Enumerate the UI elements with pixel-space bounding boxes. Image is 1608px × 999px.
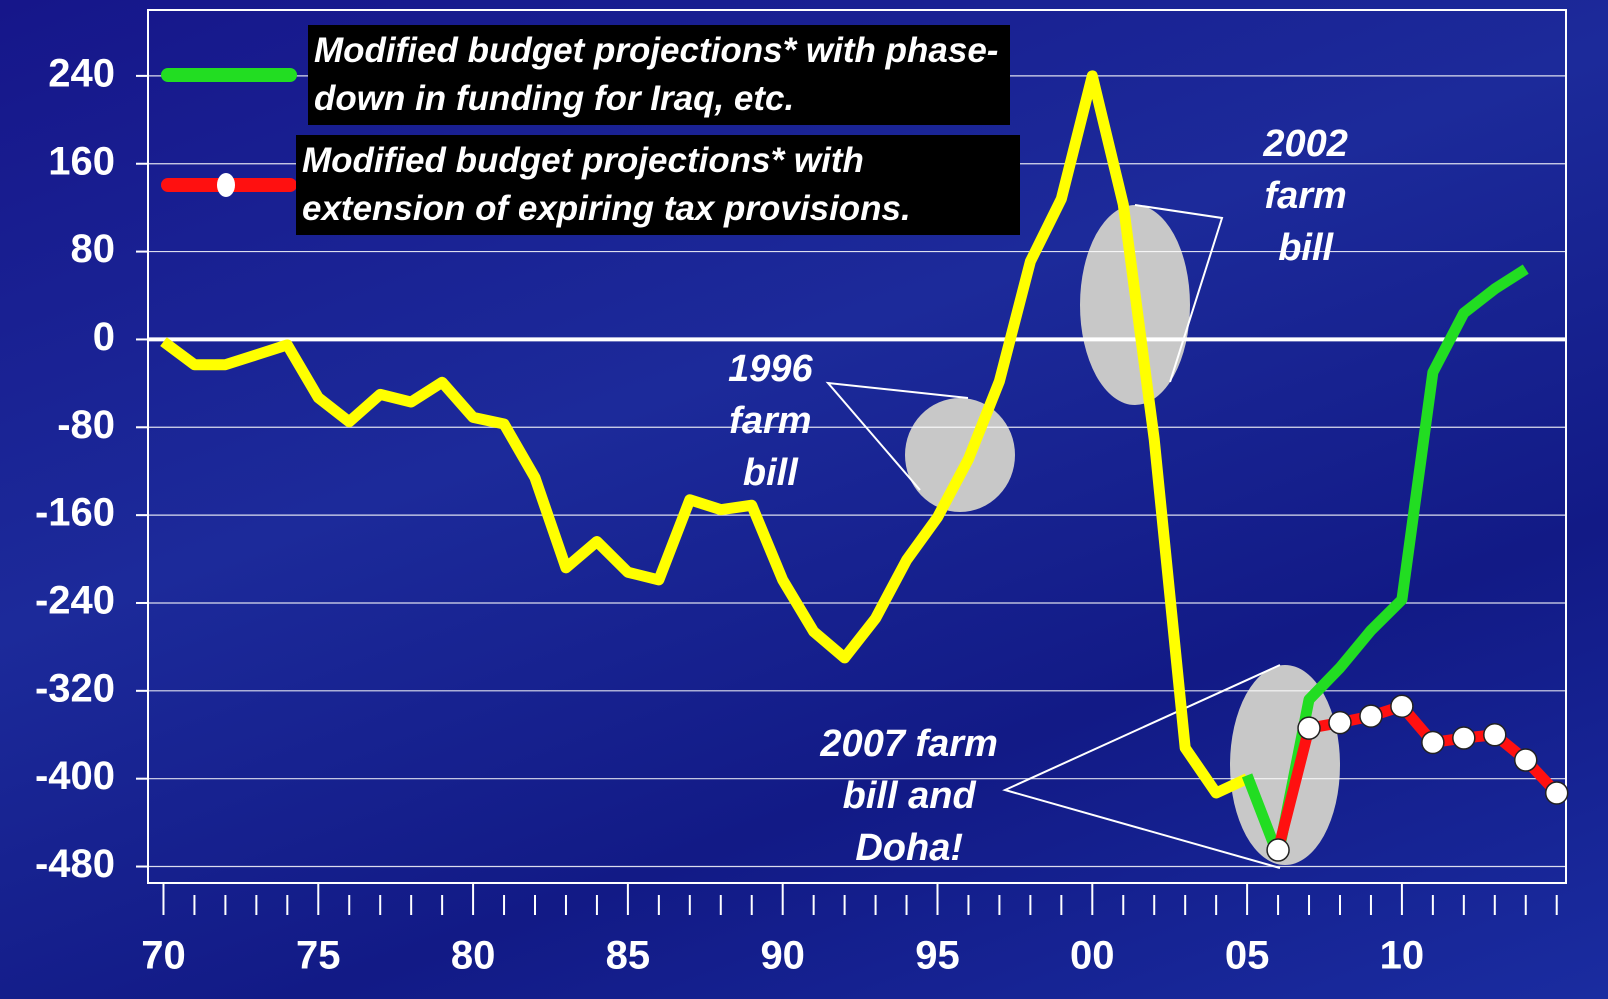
point-marker — [1297, 716, 1321, 740]
callout — [1002, 664, 1281, 869]
point-marker — [1390, 694, 1414, 718]
point-marker — [1359, 704, 1383, 728]
callout — [825, 381, 969, 491]
legend-label: Modified budget projections* with extens… — [296, 135, 1020, 235]
legend-marker — [217, 173, 235, 197]
y-tick-label: 0 — [93, 315, 115, 359]
point-marker — [1544, 781, 1569, 805]
point-marker — [1452, 726, 1476, 750]
x-tick-label: 05 — [1225, 934, 1270, 978]
y-tick-label: -80 — [57, 403, 115, 447]
series-line — [1272, 700, 1561, 852]
x-tick-label: 85 — [606, 934, 651, 978]
y-tick-label: -320 — [35, 666, 115, 710]
x-tick-label: 90 — [760, 934, 805, 978]
legend-label: Modified budget projections* with phase-… — [308, 25, 1010, 125]
point-marker — [1328, 710, 1352, 735]
y-tick-label: 80 — [71, 227, 116, 271]
point-marker — [1266, 838, 1290, 862]
y-tick-label: -480 — [35, 842, 115, 886]
point-marker — [1483, 723, 1507, 747]
x-tick-label: 10 — [1380, 934, 1425, 978]
y-tick-label: 240 — [48, 51, 115, 95]
point-marker — [1514, 748, 1538, 772]
x-tick-label: 80 — [451, 934, 496, 978]
annotation: 2002 farm bill — [1263, 123, 1348, 269]
y-tick-label: -240 — [35, 579, 115, 623]
series-line — [160, 70, 1250, 799]
callout — [1134, 204, 1224, 383]
highlight-ellipse — [905, 398, 1015, 512]
x-tick-label: 95 — [915, 934, 960, 978]
y-tick-label: -160 — [35, 491, 115, 535]
annotation: 2007 farm bill and Doha! — [820, 723, 998, 869]
y-tick-label: 160 — [48, 139, 115, 183]
x-tick-label: 75 — [296, 934, 341, 978]
point-marker — [1421, 730, 1445, 755]
y-tick-label: -400 — [35, 754, 115, 798]
x-tick-label: 00 — [1070, 934, 1115, 978]
x-tick-label: 70 — [141, 934, 186, 978]
annotation: 1996 farm bill — [728, 348, 813, 494]
